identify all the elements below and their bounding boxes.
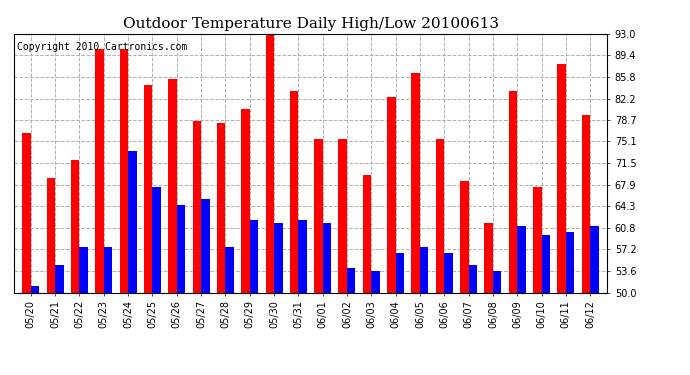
Bar [323,223,331,292]
Bar [533,187,542,292]
Bar [217,123,226,292]
Bar [460,181,469,292]
Bar [484,223,493,292]
Bar [347,268,355,292]
Bar [395,254,404,292]
Bar [168,79,177,292]
Bar [298,220,307,292]
Bar [582,115,590,292]
Bar [266,34,274,292]
Bar [590,226,599,292]
Bar [201,199,210,292]
Bar [363,175,371,292]
Bar [558,64,566,292]
Bar [518,226,526,292]
Bar [566,232,574,292]
Bar [509,91,518,292]
Bar [436,139,444,292]
Bar [119,49,128,292]
Bar [542,236,550,292]
Title: Outdoor Temperature Daily High/Low 20100613: Outdoor Temperature Daily High/Low 20100… [123,17,498,31]
Bar [104,248,112,292]
Bar [274,223,282,292]
Bar [411,73,420,292]
Bar [144,85,152,292]
Bar [493,272,502,292]
Bar [95,49,104,292]
Bar [420,248,428,292]
Bar [152,187,161,292]
Bar [469,266,477,292]
Bar [177,205,185,292]
Bar [22,133,31,292]
Text: Copyright 2010 Cartronics.com: Copyright 2010 Cartronics.com [17,42,187,51]
Bar [71,160,79,292]
Bar [371,272,380,292]
Bar [314,139,323,292]
Bar [250,220,258,292]
Bar [55,266,63,292]
Bar [226,248,234,292]
Bar [128,151,137,292]
Bar [47,178,55,292]
Bar [193,121,201,292]
Bar [79,248,88,292]
Bar [241,109,250,292]
Bar [444,254,453,292]
Bar [31,286,39,292]
Bar [290,91,298,292]
Bar [387,97,395,292]
Bar [339,139,347,292]
